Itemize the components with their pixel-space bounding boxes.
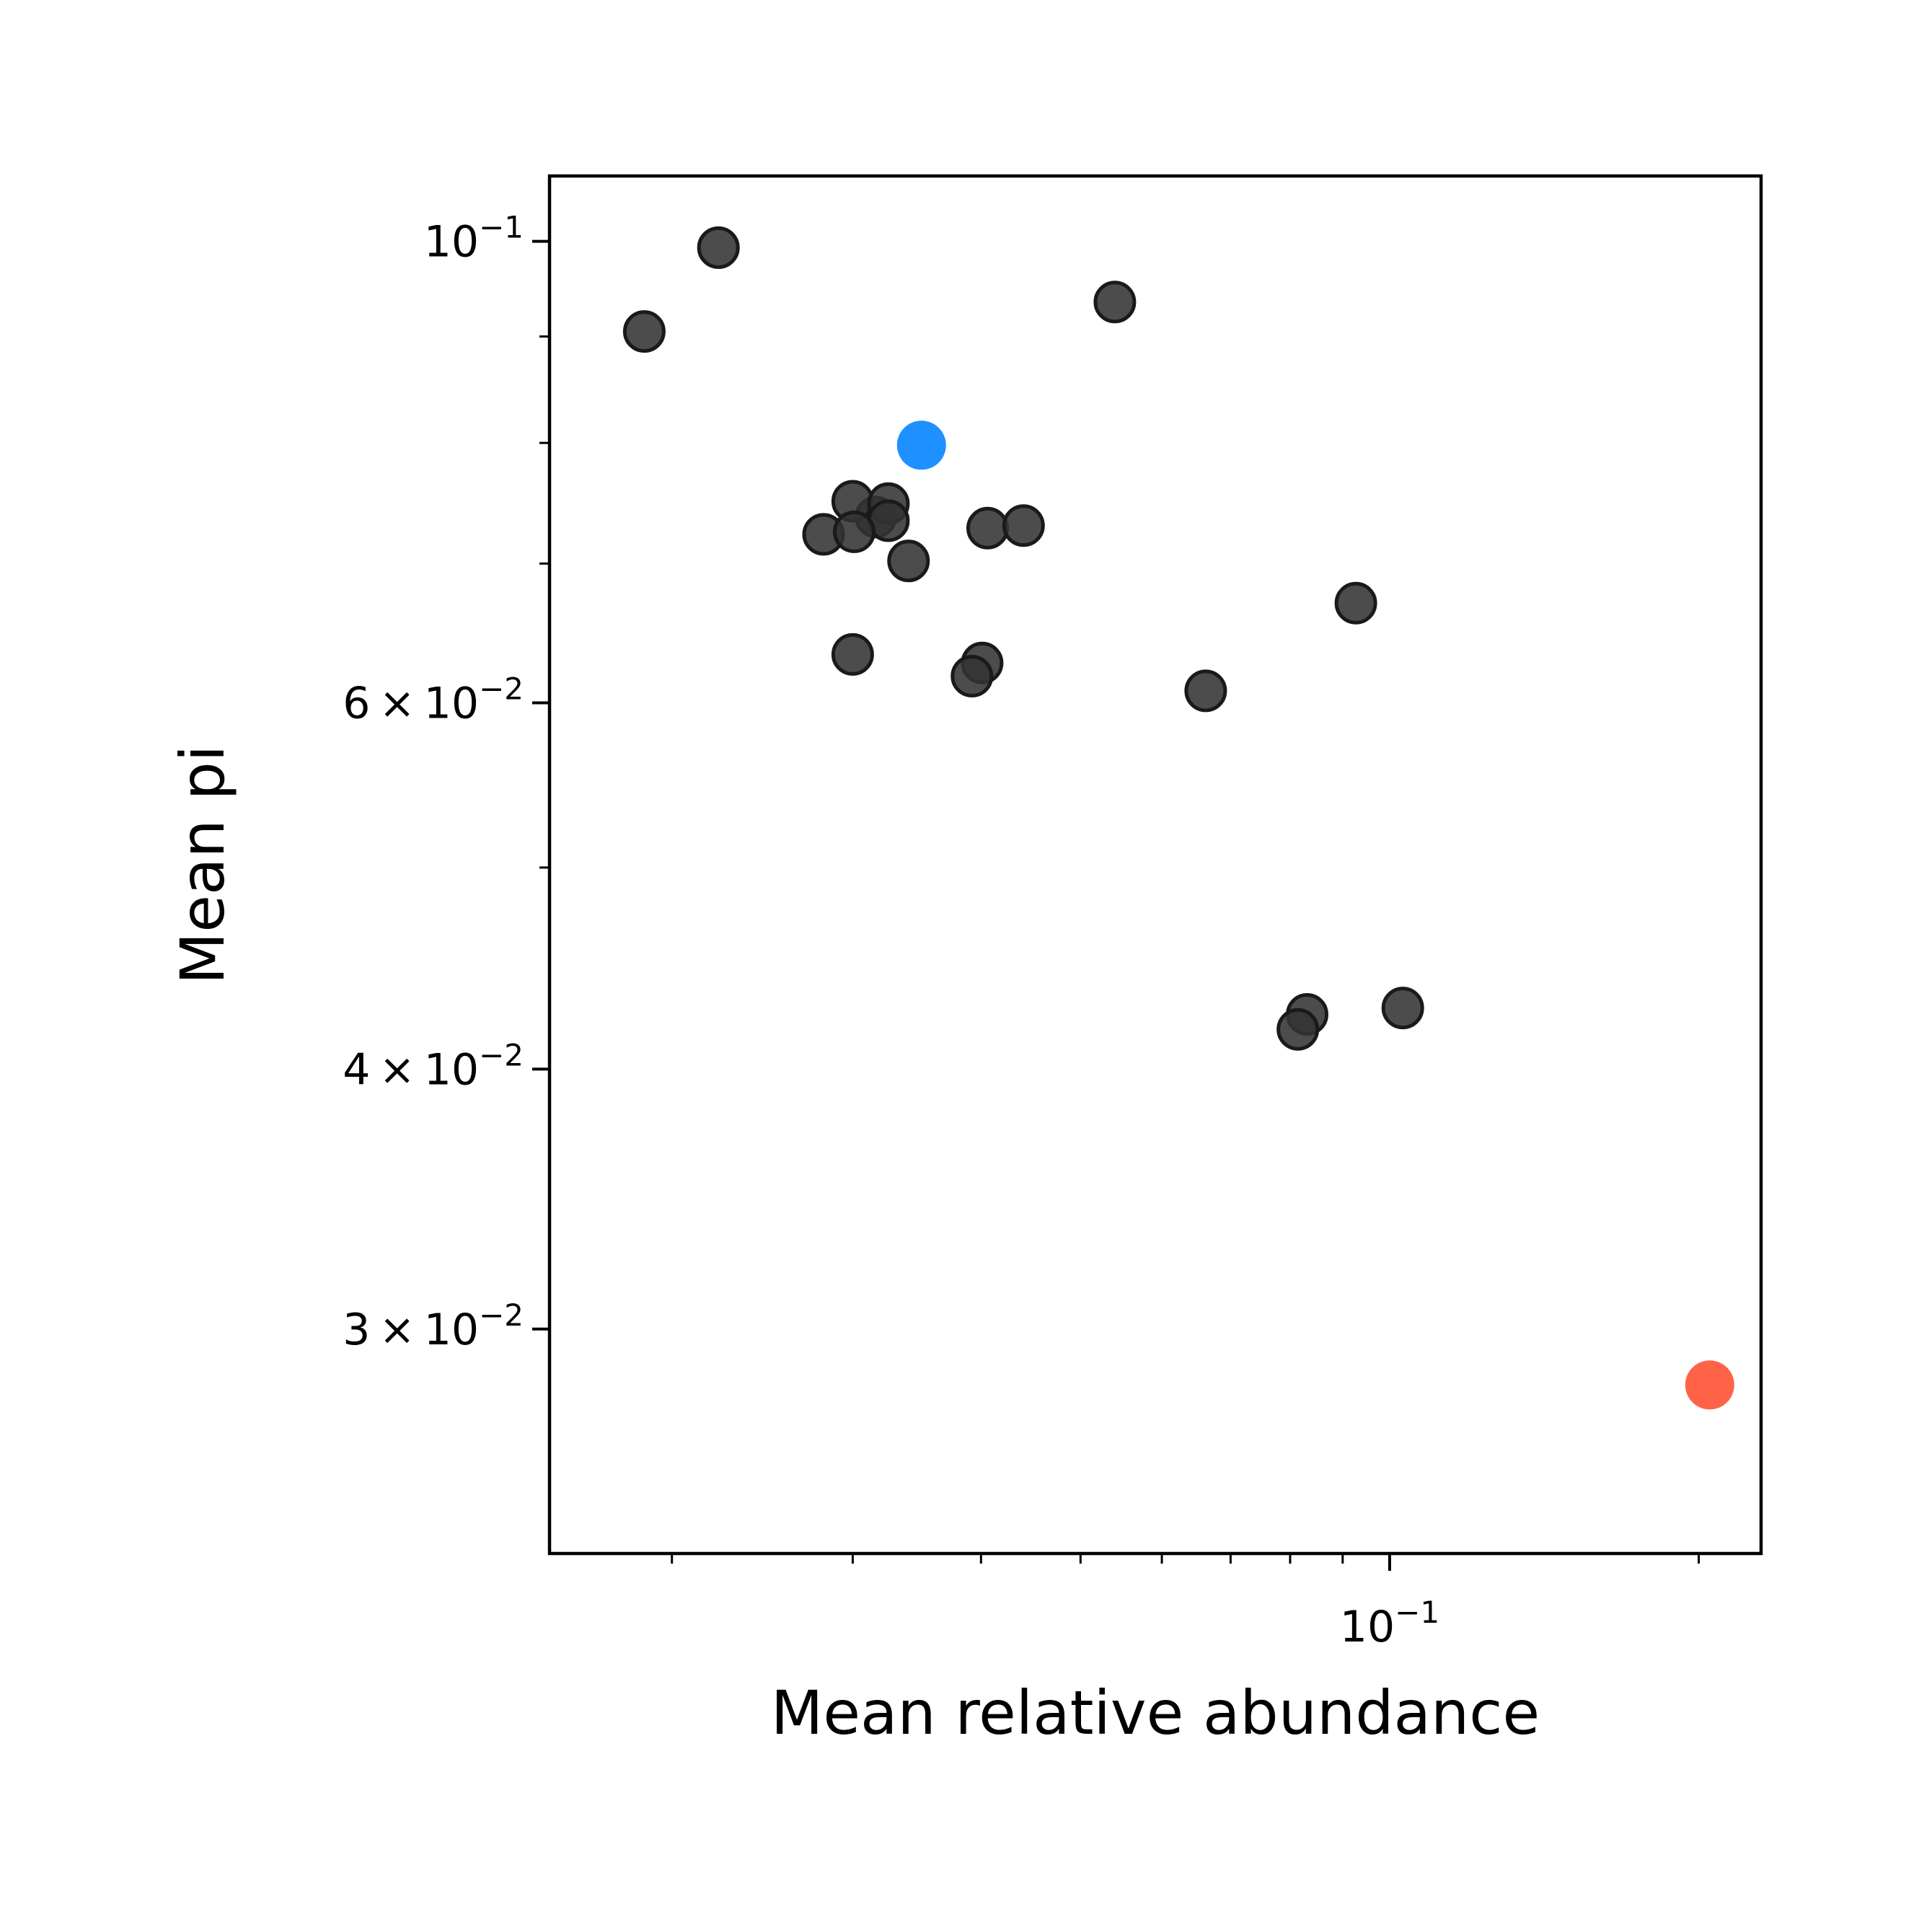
data-point-s0-18 bbox=[1276, 1008, 1320, 1051]
x-axis-title: Mean relative abundance bbox=[771, 1678, 1540, 1748]
plot-frame bbox=[547, 174, 1763, 1556]
data-point-s0-12 bbox=[1334, 581, 1377, 625]
data-point-s0-2 bbox=[1093, 281, 1137, 324]
data-point-s0-13 bbox=[831, 633, 874, 676]
data-point-s0-8 bbox=[833, 510, 875, 553]
data-point-s2-0 bbox=[1685, 1360, 1734, 1410]
data-point-s0-16 bbox=[1184, 669, 1227, 713]
y-tick-label: 3 × 10−2 bbox=[343, 1297, 524, 1355]
y-tick-label: 10−1 bbox=[424, 210, 524, 268]
data-point-s0-19 bbox=[1381, 987, 1424, 1030]
y-axis-title: Mean pi bbox=[167, 745, 238, 984]
data-point-s1-0 bbox=[896, 420, 946, 470]
x-axis: 10−1 bbox=[671, 1554, 1701, 1652]
y-axis: 10−1 6 × 10−2 4 × 10−2 3 × 10−2 bbox=[343, 210, 550, 1355]
y-tick-label: 6 × 10−2 bbox=[343, 671, 524, 728]
data-point-s0-0 bbox=[622, 310, 666, 353]
data-point-s0-15 bbox=[950, 655, 994, 697]
data-point-s0-9 bbox=[966, 506, 1009, 550]
y-tick-label: 4 × 10−2 bbox=[343, 1037, 524, 1095]
x-tick-label: 10−1 bbox=[1340, 1595, 1439, 1652]
points-layer bbox=[622, 226, 1734, 1410]
data-point-s0-10 bbox=[1002, 504, 1045, 547]
data-point-s0-1 bbox=[697, 226, 740, 269]
data-point-s0-11 bbox=[887, 539, 930, 583]
